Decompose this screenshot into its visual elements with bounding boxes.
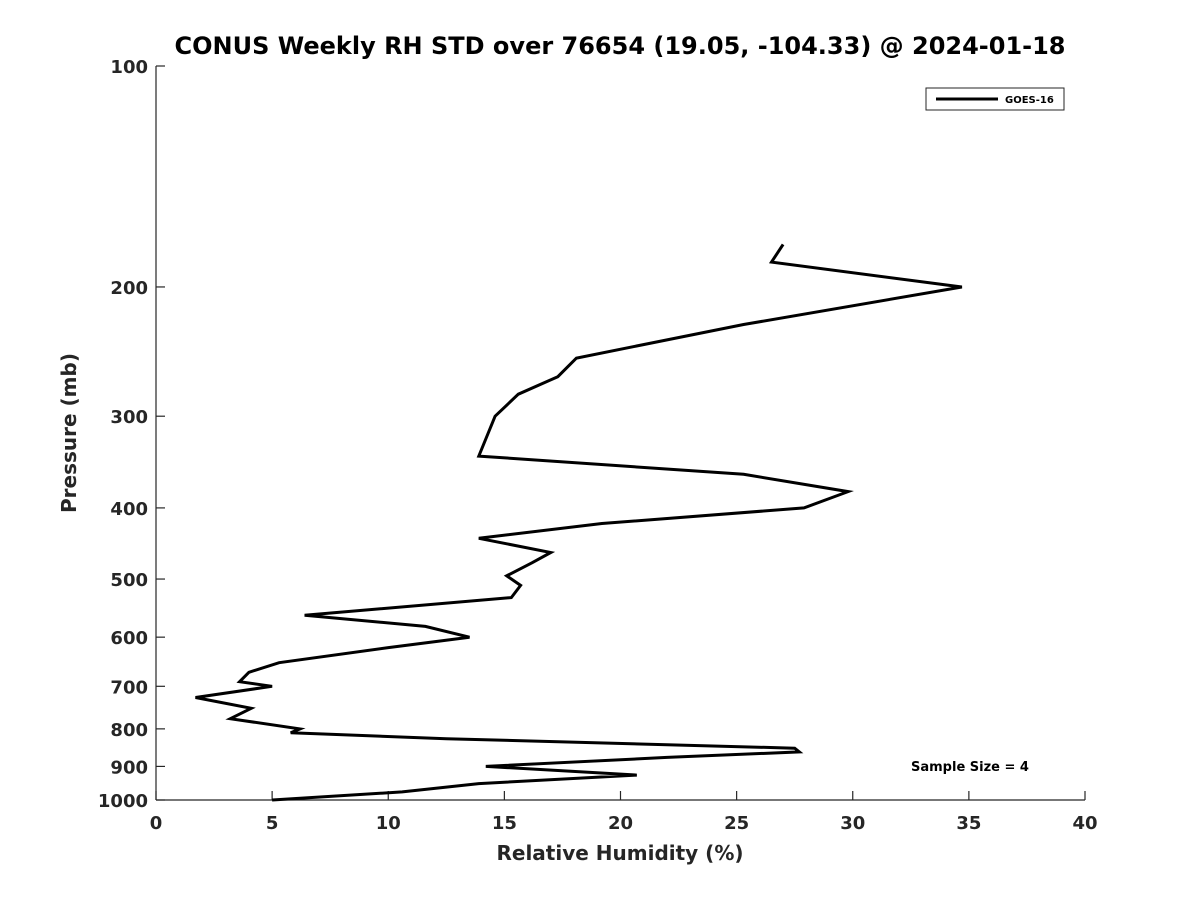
y-axis-label: Pressure (mb) (57, 353, 81, 513)
series-line-goes-16 (195, 243, 963, 802)
y-tick-label: 600 (110, 628, 148, 649)
y-tick-label: 200 (110, 278, 148, 299)
y-tick-label: 700 (110, 677, 148, 698)
x-tick-label: 0 (150, 813, 163, 834)
series-layer (195, 243, 963, 802)
y-tick-label: 300 (110, 407, 148, 428)
y-tick-label: 400 (110, 499, 148, 520)
x-tick-label: 15 (492, 813, 517, 834)
y-tick-label: 800 (110, 720, 148, 741)
x-tick-label: 5 (266, 813, 279, 834)
axes (155, 66, 1085, 801)
chart-title: CONUS Weekly RH STD over 76654 (19.05, -… (174, 32, 1065, 60)
x-tick-label: 40 (1072, 813, 1097, 834)
x-tick-label: 30 (840, 813, 865, 834)
x-tick-label: 20 (608, 813, 633, 834)
x-tick-label: 35 (956, 813, 981, 834)
legend-label: GOES-16 (1005, 95, 1054, 106)
x-axis-label: Relative Humidity (%) (496, 841, 743, 865)
y-tick-label: 1000 (98, 791, 148, 812)
legend: GOES-16 (925, 87, 1065, 111)
sample-size-annotation: Sample Size = 4 (911, 760, 1029, 775)
y-tick-label: 900 (110, 757, 148, 778)
x-tick-label: 10 (376, 813, 401, 834)
y-tick-label: 100 (110, 57, 148, 78)
y-tick-label: 500 (110, 570, 148, 591)
x-tick-label: 25 (724, 813, 749, 834)
y-ticks: 100 200 300 400 500 600 700 800 900 1000 (98, 57, 165, 812)
x-ticks: 0 5 10 15 20 25 30 35 40 (150, 791, 1098, 834)
